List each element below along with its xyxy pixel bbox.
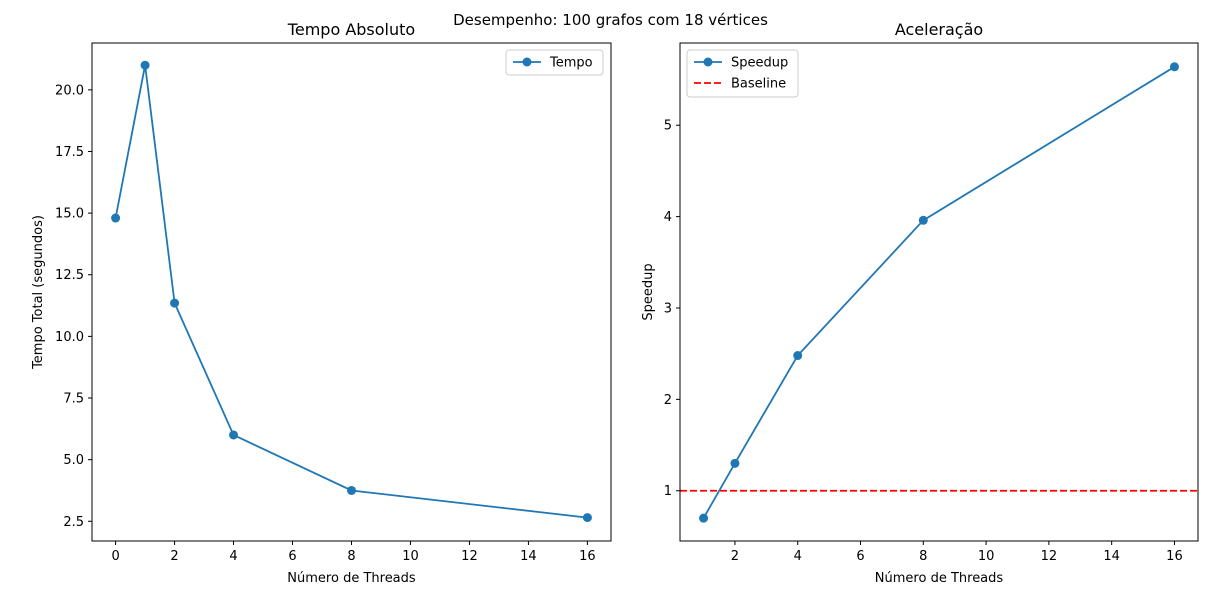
x-axis-label: Número de Threads bbox=[875, 571, 1004, 586]
plot-frame bbox=[679, 42, 1199, 542]
x-tick-label: 8 bbox=[347, 549, 355, 564]
x-tick-label: 12 bbox=[1041, 549, 1058, 564]
x-tick-label: 14 bbox=[1103, 549, 1120, 564]
y-tick-label: 5 bbox=[664, 119, 672, 134]
y-tick-label: 1 bbox=[664, 484, 672, 499]
data-point bbox=[111, 213, 121, 223]
x-tick-label: 4 bbox=[794, 549, 802, 564]
legend-label: Speedup bbox=[731, 56, 788, 71]
plot-frame bbox=[91, 42, 612, 542]
data-point bbox=[229, 430, 239, 440]
legend: Tempo bbox=[505, 49, 604, 76]
x-tick-label: 6 bbox=[856, 549, 864, 564]
x-tick-label: 12 bbox=[461, 549, 478, 564]
series-speedup bbox=[699, 62, 1179, 523]
x-tick-label: 4 bbox=[229, 549, 237, 564]
data-point bbox=[582, 513, 592, 523]
data-point bbox=[170, 298, 180, 308]
series-line bbox=[114, 65, 588, 519]
x-tick-label: 14 bbox=[520, 549, 537, 564]
x-tick-label: 16 bbox=[579, 549, 596, 564]
x-axis-label: Número de Threads bbox=[287, 571, 416, 586]
y-axis-label: Speedup bbox=[641, 263, 656, 320]
figure-suptitle: Desempenho: 100 grafos com 18 vértices bbox=[453, 11, 768, 29]
x-tick-label: 2 bbox=[170, 549, 178, 564]
legend: Speedup Baseline bbox=[686, 49, 799, 98]
x-tick-label: 8 bbox=[919, 549, 927, 564]
y-tick-label: 4 bbox=[664, 210, 672, 225]
y-tick-label: 10.0 bbox=[55, 330, 84, 345]
y-tick-label: 17.5 bbox=[55, 145, 84, 160]
series-line bbox=[702, 66, 1175, 519]
x-tick-label: 16 bbox=[1166, 549, 1183, 564]
y-axis-label: Tempo Total (segundos) bbox=[31, 215, 46, 370]
data-point bbox=[347, 485, 356, 495]
y-tick-label: 5.0 bbox=[63, 453, 84, 468]
y-tick-label: 2 bbox=[664, 393, 672, 408]
chart-title: Tempo Absoluto bbox=[287, 20, 415, 39]
legend-label: Tempo bbox=[549, 56, 593, 71]
y-tick-label: 12.5 bbox=[55, 268, 84, 283]
y-tick-label: 2.5 bbox=[63, 515, 84, 530]
data-point bbox=[699, 513, 709, 523]
x-tick-label: 6 bbox=[288, 549, 296, 564]
legend-label: Baseline bbox=[731, 77, 786, 92]
legend-handle bbox=[513, 57, 541, 67]
y-tick-label: 20.0 bbox=[55, 83, 84, 98]
data-point bbox=[793, 351, 803, 361]
x-tick-label: 10 bbox=[978, 549, 995, 564]
data-point bbox=[1169, 62, 1179, 72]
legend-frame bbox=[505, 49, 604, 76]
legend-handle bbox=[694, 57, 722, 67]
y-tick-label: 7.5 bbox=[63, 392, 84, 407]
legend-marker bbox=[703, 57, 713, 67]
chart-tempo-absoluto: Tempo Absoluto 0 2 4 6 8 10 12 14 16 2.5 5.0 7.5 10.0… bbox=[31, 20, 612, 586]
x-tick-label: 0 bbox=[111, 549, 119, 564]
y-tick-label: 3 bbox=[664, 301, 672, 316]
x-tick-label: 10 bbox=[402, 549, 419, 564]
x-tick-label: 2 bbox=[731, 549, 739, 564]
chart-title: Aceleração bbox=[895, 20, 983, 39]
data-point bbox=[730, 458, 740, 468]
series-tempo bbox=[111, 60, 592, 523]
legend-marker bbox=[522, 57, 532, 67]
y-tick-label: 15.0 bbox=[55, 207, 84, 222]
data-point bbox=[140, 60, 150, 70]
data-point bbox=[918, 215, 928, 225]
